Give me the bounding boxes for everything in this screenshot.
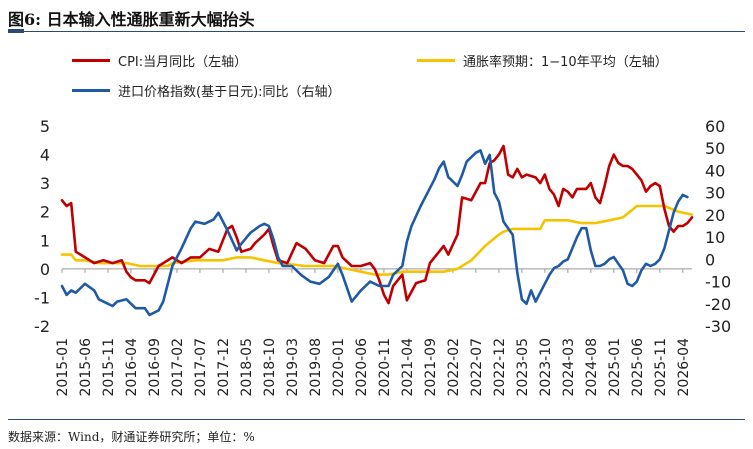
x-tick-label: 2016-09 (147, 338, 163, 397)
x-tick-label: 2016-04 (124, 338, 140, 397)
y-right-tick-label: 50 (705, 139, 725, 158)
y-left-tick-label: 3 (40, 174, 50, 193)
x-tick-label: 2025-06 (630, 338, 646, 397)
y-left-tick-label: 1 (40, 231, 50, 250)
chart-series (60, 144, 694, 317)
x-tick-label: 2023-05 (515, 338, 531, 397)
y-left-tick-label: -1 (34, 288, 50, 307)
x-tick-label: 2020-06 (354, 338, 370, 397)
x-tick-label: 2026-04 (676, 338, 692, 397)
y-right-tick-label: 40 (705, 161, 725, 180)
y-right-tick-label: 30 (705, 184, 725, 203)
y-left-tick-label: 2 (40, 203, 50, 222)
series-line-import-price (60, 149, 689, 317)
legend-swatch-import-price (72, 89, 110, 92)
legend-item-cpi: CPI:当月同比（左轴） (72, 51, 247, 70)
legend-swatch-inflation-expectation (417, 59, 455, 62)
x-tick-label: 2020-11 (377, 338, 393, 397)
x-tick-label: 2015-11 (101, 338, 117, 397)
x-tick-label: 2022-07 (469, 338, 485, 397)
x-tick-label: 2015-01 (55, 338, 71, 397)
x-tick-label: 2015-06 (78, 338, 94, 397)
series-line-inflation-expectation (60, 204, 694, 276)
x-tick-label: 2020-01 (331, 338, 347, 397)
footer-divider (8, 419, 745, 420)
y-left-tick-label: 0 (40, 260, 50, 279)
x-tick-label: 2024-03 (561, 338, 577, 397)
x-tick-label: 2021-09 (423, 338, 439, 397)
legend-swatch-cpi (72, 59, 110, 62)
x-tick-label: 2022-12 (492, 338, 508, 397)
y-right-tick-label: -20 (705, 295, 731, 314)
x-tick-label: 2017-02 (170, 338, 186, 397)
legend-item-inflation-expectation: 通胀率预期：1−10年平均（左轴） (417, 51, 668, 70)
y-right-tick-label: 0 (705, 250, 715, 269)
legend-label-inflation-expectation: 通胀率预期：1−10年平均（左轴） (463, 55, 668, 70)
y-right-tick-label: 60 (705, 117, 725, 136)
y-right-tick-label: 20 (705, 206, 725, 225)
x-tick-label: 2023-10 (538, 338, 554, 397)
x-tick-label: 2025-01 (607, 338, 623, 397)
y-left-tick-label: -2 (34, 317, 50, 336)
y-left-tick-label: 4 (40, 146, 50, 165)
title-divider (8, 31, 745, 32)
y-right-tick-label: -10 (705, 273, 731, 292)
x-tick-label: 2019-03 (285, 338, 301, 397)
x-tick-label: 2024-08 (584, 338, 600, 397)
x-tick-label: 2022-02 (446, 338, 462, 397)
x-tick-label: 2018-05 (239, 338, 255, 397)
x-tick-label: 2025-11 (653, 338, 669, 397)
legend-label-cpi: CPI:当月同比（左轴） (118, 55, 248, 70)
x-tick-label: 2017-07 (193, 338, 209, 397)
x-tick-label: 2019-08 (308, 338, 324, 397)
page-title: 图6: 日本输入性通胀重新大幅抬头 (8, 10, 255, 29)
legend-item-import-price: 进口价格指数(基于日元):同比（右轴） (72, 81, 341, 100)
y-right-tick-label: 10 (705, 228, 725, 247)
x-tick-label: 2021-04 (400, 338, 416, 397)
y-right-tick-label: -30 (705, 317, 731, 336)
series-line-cpi (60, 144, 694, 305)
title-divider-accent (8, 29, 24, 33)
x-tick-label: 2017-12 (216, 338, 232, 397)
legend-label-import-price: 进口价格指数(基于日元):同比（右轴） (118, 85, 341, 100)
y-left-tick-label: 5 (40, 117, 50, 136)
x-tick-label: 2018-10 (262, 338, 278, 397)
source-note: 数据来源：Wind，财通证券研究所；单位：% (8, 430, 255, 444)
